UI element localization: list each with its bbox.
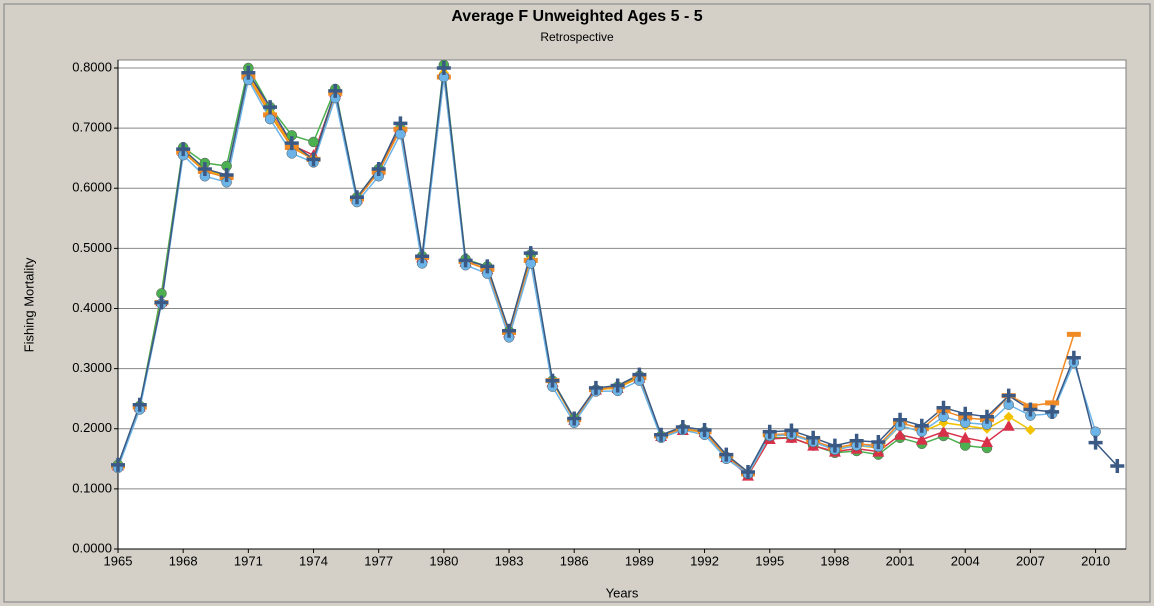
point — [523, 246, 538, 261]
point — [914, 418, 929, 433]
point — [371, 162, 386, 177]
point — [241, 65, 256, 80]
x-tick-label: 2001 — [886, 553, 915, 568]
point — [958, 406, 973, 421]
point — [719, 447, 734, 462]
y-tick-label: 0.4000 — [72, 300, 112, 315]
x-tick-label: 1989 — [625, 553, 654, 568]
y-axis-label: Fishing Mortality — [21, 257, 36, 352]
y-tick-label: 0.2000 — [72, 420, 112, 435]
x-tick-label: 1965 — [104, 553, 133, 568]
x-tick-label: 2007 — [1016, 553, 1045, 568]
x-tick-label: 2004 — [951, 553, 980, 568]
point — [436, 61, 451, 75]
point — [959, 431, 972, 443]
point — [393, 116, 408, 131]
point — [979, 409, 994, 424]
point — [871, 434, 886, 449]
y-tick-label: 0.7000 — [72, 120, 112, 135]
point — [1110, 459, 1125, 474]
y-tick-label: 0.3000 — [72, 360, 112, 375]
point — [915, 433, 928, 445]
point — [893, 412, 908, 427]
y-tick-label: 0.8000 — [72, 59, 112, 74]
point — [154, 295, 169, 310]
x-tick-label: 2010 — [1081, 553, 1110, 568]
point — [1045, 400, 1060, 406]
point — [308, 136, 319, 148]
point — [263, 100, 278, 115]
point — [176, 142, 191, 157]
point — [395, 128, 406, 140]
series-line — [117, 76, 1097, 475]
point — [1090, 426, 1101, 438]
point — [349, 190, 364, 205]
point — [1023, 402, 1038, 417]
x-tick-label: 1968 — [169, 553, 198, 568]
point — [632, 367, 647, 382]
x-tick-label: 1983 — [495, 553, 524, 568]
x-tick-label: 1998 — [820, 553, 849, 568]
point — [610, 378, 625, 393]
point — [328, 83, 343, 98]
y-tick-label: 0.6000 — [72, 180, 112, 195]
point — [1066, 331, 1081, 337]
point — [111, 457, 125, 472]
x-tick-label: 1980 — [429, 553, 458, 568]
point — [936, 400, 951, 415]
point — [894, 428, 907, 440]
point — [675, 419, 690, 434]
point — [567, 411, 582, 426]
x-tick-label: 1971 — [234, 553, 263, 568]
point — [1088, 435, 1103, 450]
point — [480, 259, 495, 274]
point — [654, 427, 669, 442]
point — [415, 249, 430, 264]
point — [849, 433, 864, 448]
point — [784, 423, 799, 438]
x-tick-label: 1992 — [690, 553, 719, 568]
point — [1025, 424, 1036, 435]
point — [741, 465, 755, 480]
point — [980, 435, 993, 447]
point — [284, 136, 299, 151]
x-tick-label: 1995 — [755, 553, 784, 568]
x-tick-label: 1986 — [560, 553, 589, 568]
point — [1001, 388, 1016, 403]
chart-title: Average F Unweighted Ages 5 - 5 — [451, 8, 702, 25]
point — [1002, 419, 1015, 431]
y-tick-label: 0.0000 — [72, 540, 112, 555]
point — [1003, 411, 1014, 422]
plot-area — [117, 59, 1127, 550]
y-tick-label: 0.1000 — [72, 480, 112, 495]
point — [197, 162, 212, 177]
point — [1066, 350, 1081, 365]
x-tick-label: 1974 — [299, 553, 328, 568]
point — [937, 425, 950, 437]
x-tick-label: 1977 — [364, 553, 393, 568]
point — [762, 424, 777, 439]
point — [588, 380, 603, 395]
point — [827, 438, 842, 453]
chart-subtitle: Retrospective — [540, 30, 614, 44]
point — [545, 373, 560, 388]
point — [502, 323, 517, 338]
x-axis-label: Years — [606, 585, 639, 600]
point — [458, 253, 473, 268]
point — [697, 422, 712, 437]
point — [219, 168, 234, 183]
point — [132, 397, 147, 412]
point — [306, 152, 321, 167]
point — [1045, 404, 1060, 419]
y-tick-label: 0.5000 — [72, 240, 112, 255]
point — [806, 430, 821, 445]
point — [264, 113, 276, 125]
